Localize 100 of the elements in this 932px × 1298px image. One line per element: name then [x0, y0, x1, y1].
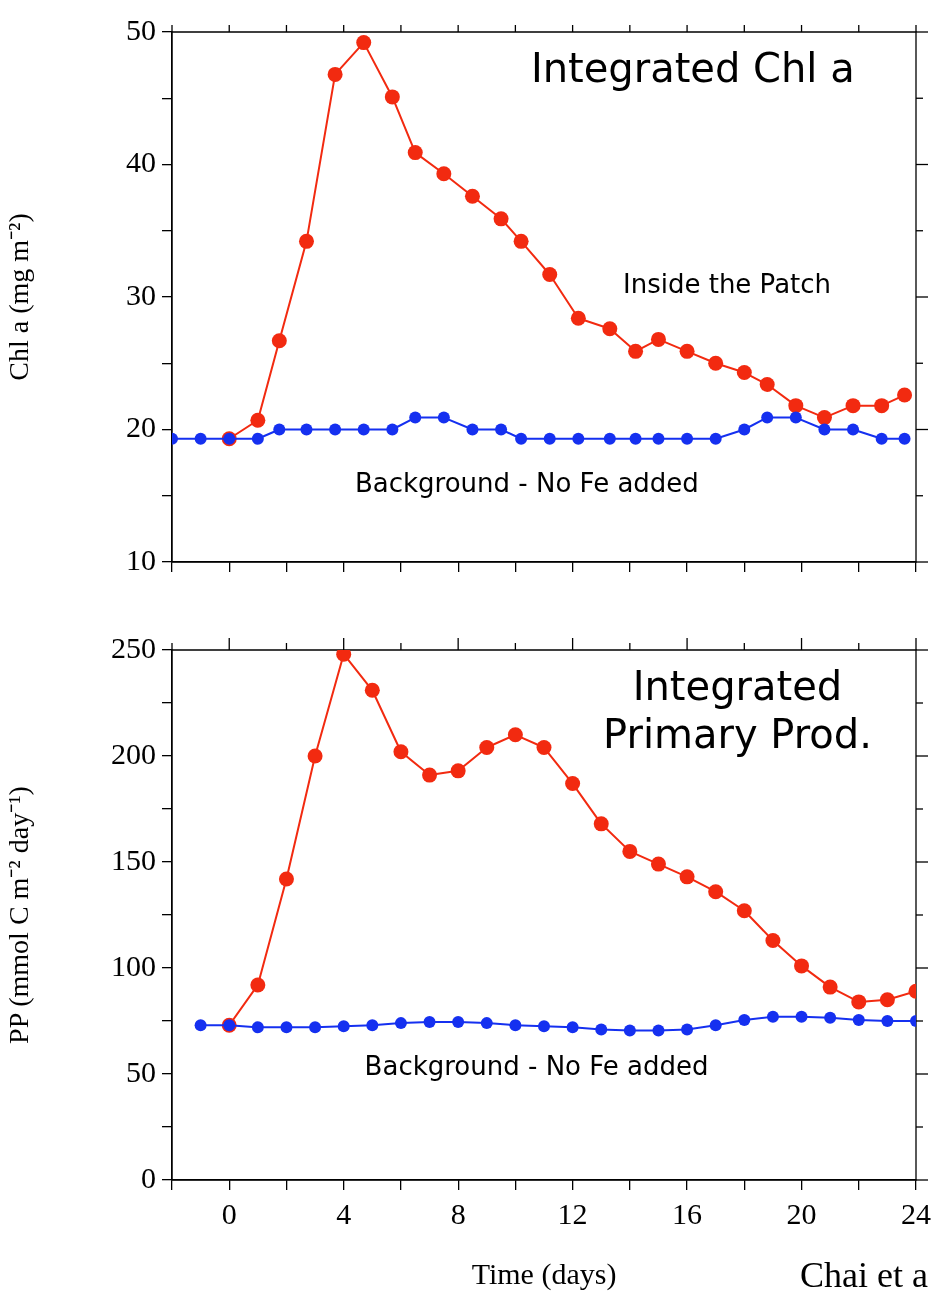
point: [845, 398, 861, 414]
point: [251, 1021, 264, 1034]
y-axis-title: Chl a (mg m⁻²): [3, 213, 35, 381]
point: [874, 398, 890, 414]
point: [824, 1011, 837, 1024]
point: [329, 423, 342, 436]
x-tick-label: 12: [557, 1196, 588, 1230]
point: [623, 1024, 636, 1037]
point: [409, 411, 422, 424]
point: [536, 740, 552, 756]
point: [822, 979, 838, 995]
x-tick-label: 16: [672, 1196, 703, 1230]
point: [364, 682, 380, 698]
point: [515, 432, 528, 445]
point: [250, 977, 266, 993]
point: [495, 423, 508, 436]
point: [493, 211, 509, 227]
point: [436, 166, 452, 182]
point: [650, 331, 666, 347]
point: [479, 740, 495, 756]
text: Chai et a: [800, 1255, 929, 1296]
point: [356, 35, 372, 51]
point: [765, 932, 781, 948]
point: [464, 188, 480, 204]
point: [337, 1020, 350, 1033]
point: [542, 266, 558, 282]
point: [709, 432, 722, 445]
point: [795, 1010, 808, 1023]
point: [738, 423, 751, 436]
annotation: Inside the Patch: [623, 269, 832, 300]
point: [603, 432, 616, 445]
point: [652, 432, 665, 445]
point: [650, 856, 666, 872]
point: [509, 1019, 522, 1032]
y-tick-label: 40: [126, 145, 156, 179]
point: [652, 1024, 665, 1037]
point: [437, 411, 450, 424]
y-tick-label: 30: [126, 277, 156, 311]
chart-title: Integrated Chl a: [530, 45, 855, 92]
point: [273, 423, 286, 436]
point: [480, 1017, 493, 1030]
point: [407, 145, 423, 161]
point: [507, 727, 523, 743]
point: [278, 871, 294, 887]
point: [194, 1019, 207, 1032]
y-tick-label: 20: [126, 410, 156, 444]
point: [759, 376, 775, 392]
point: [280, 1021, 293, 1034]
point: [897, 387, 913, 403]
point: [452, 1016, 465, 1029]
point: [298, 233, 314, 249]
point: [307, 748, 323, 764]
point: [851, 994, 867, 1010]
point: [566, 1021, 579, 1034]
point: [766, 1010, 779, 1023]
point: [709, 1019, 722, 1032]
y-tick-label: 50: [126, 1054, 156, 1088]
x-tick-label: 24: [901, 1196, 931, 1230]
x-tick-label: 8: [450, 1196, 466, 1230]
point: [679, 869, 695, 885]
point: [818, 423, 831, 436]
text: Integrated Primary Prod.: [603, 663, 872, 758]
point: [852, 1013, 865, 1026]
point: [875, 432, 888, 445]
point: [466, 423, 479, 436]
point: [309, 1021, 322, 1034]
point: [881, 1015, 894, 1027]
x-tick-label: 20: [786, 1196, 817, 1230]
annotation: Background - No Fe added: [354, 467, 699, 498]
point: [681, 1023, 694, 1036]
point: [565, 776, 581, 792]
annotation: Background - No Fe added: [364, 1051, 709, 1082]
y-tick-label: 250: [111, 630, 156, 664]
y-tick-label: 200: [111, 736, 156, 770]
point: [847, 423, 860, 436]
point: [761, 411, 774, 424]
point: [271, 333, 287, 349]
point: [816, 410, 832, 426]
point: [602, 321, 618, 337]
point: [788, 398, 804, 414]
point: [572, 432, 585, 445]
x-tick-label: 4: [336, 1196, 352, 1230]
point: [538, 1020, 550, 1033]
x-axis-title: Time (days): [471, 1256, 617, 1291]
point: [300, 423, 313, 436]
point: [593, 816, 609, 832]
point: [708, 355, 724, 371]
point: [194, 432, 207, 445]
point: [789, 411, 802, 424]
y-tick-label: 10: [126, 542, 156, 576]
point: [570, 310, 586, 326]
point: [736, 365, 752, 381]
y-tick-label: 150: [111, 842, 156, 876]
point: [366, 1019, 379, 1032]
point: [393, 744, 409, 760]
point: [738, 1013, 751, 1026]
point: [386, 423, 399, 436]
point: [679, 343, 695, 359]
point: [384, 89, 400, 105]
point: [357, 423, 370, 436]
